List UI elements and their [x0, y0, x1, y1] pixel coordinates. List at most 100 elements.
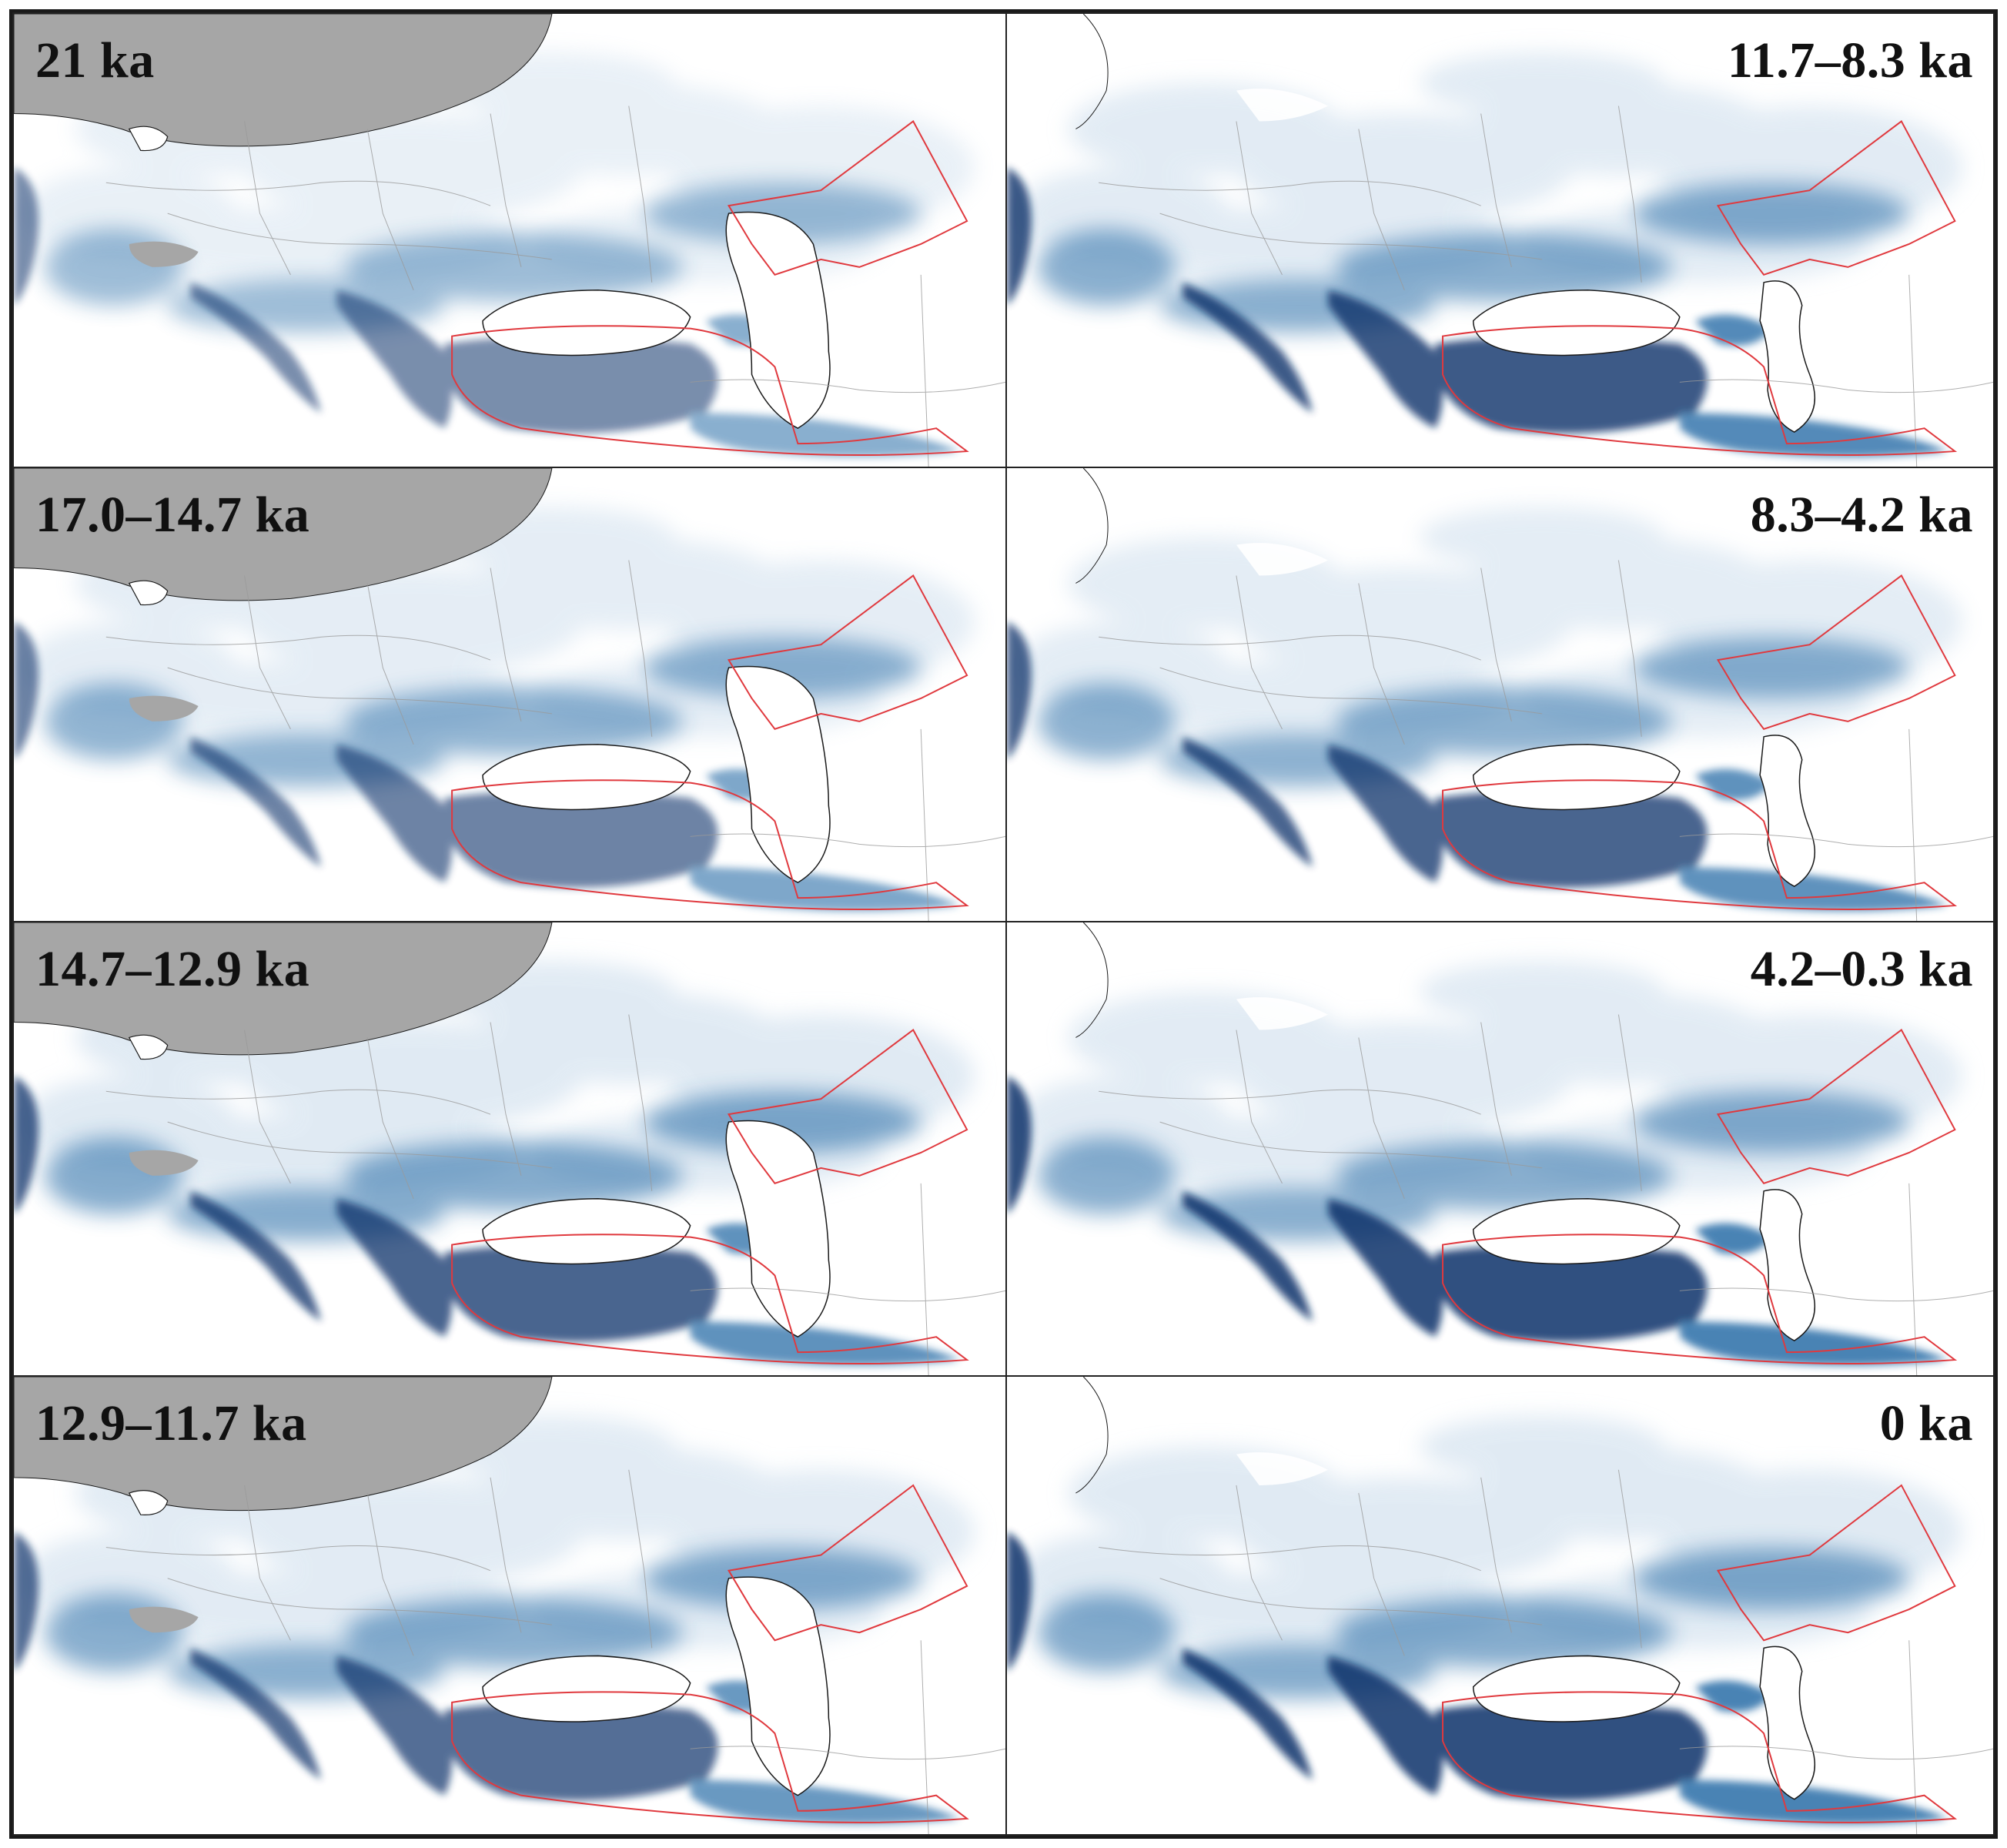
scandinavia-coast — [1075, 922, 1109, 1038]
suitability-patch — [1634, 182, 1909, 244]
eastern-mediterranean — [1435, 1810, 1680, 1834]
ice-sheet — [14, 922, 553, 1056]
panel-time-label: 17.0–14.7 ka — [35, 487, 310, 543]
border-line — [1099, 634, 1481, 661]
map-canvas — [14, 14, 1005, 467]
high-suitability-layer — [1007, 1076, 1948, 1366]
black-sea — [1472, 744, 1681, 811]
border-line — [105, 634, 491, 661]
suitability-patch — [1420, 960, 1664, 1023]
caspian-sea — [725, 665, 831, 884]
border-line — [366, 583, 414, 745]
border-line — [690, 1746, 1005, 1760]
mediterranean-sea — [14, 320, 248, 467]
panel-time-label: 12.9–11.7 ka — [35, 1395, 307, 1451]
border-line — [366, 129, 414, 290]
anatolia-suitability — [1435, 1702, 1708, 1801]
high-suitability-layer — [1007, 167, 1948, 457]
suitability-patch — [344, 1597, 683, 1668]
border-line — [628, 560, 653, 737]
italy-suitability — [1182, 282, 1313, 413]
balkans-suitability — [1328, 1198, 1443, 1337]
country-borders — [105, 105, 1005, 467]
border-line — [1099, 1089, 1481, 1115]
suitability-patch — [1336, 1141, 1672, 1210]
black-sea — [1472, 290, 1681, 357]
border-line — [167, 1578, 552, 1625]
eastern-range-polygon — [1716, 120, 1956, 276]
eastern-range-polygon — [727, 120, 968, 276]
iberia-coast-suitability — [1007, 621, 1032, 760]
mediterranean-sea — [14, 1229, 248, 1375]
range-outline — [1442, 574, 1958, 911]
anatolia-suitability — [444, 1244, 718, 1342]
border-line — [366, 1037, 414, 1199]
map-panel-0ka: 0 ka — [1005, 1375, 1995, 1836]
italy-suitability — [190, 1648, 322, 1780]
border-line — [366, 1492, 414, 1656]
balkans-suitability — [336, 1656, 453, 1796]
border-line — [105, 180, 491, 206]
caspian-sea — [1759, 1645, 1815, 1800]
panel-time-label: 11.7–8.3 ka — [1727, 32, 1973, 89]
border-line — [1159, 1578, 1543, 1625]
border-line — [1236, 121, 1283, 276]
map-canvas — [14, 1377, 1005, 1834]
anatolia-suitability — [1435, 790, 1708, 888]
suitability-patch — [1037, 683, 1176, 760]
caucasus-suitability — [1694, 768, 1772, 801]
scandinavia-coast — [1075, 1377, 1109, 1494]
caspian-sea — [725, 1120, 831, 1338]
eastern-range-polygon — [727, 1484, 968, 1642]
map-panel-11.7-8.3ka: 11.7–8.3 ka — [1005, 12, 1995, 468]
border-line — [1908, 1183, 1918, 1375]
ice-sheet — [14, 14, 553, 147]
border-line — [628, 105, 653, 283]
mediterranean-sea — [1007, 320, 1240, 467]
mediterranean-sea — [1007, 775, 1240, 921]
scandinavia-coast — [1075, 14, 1109, 129]
suitability-patch — [1634, 1091, 1909, 1153]
proglacial-lake — [128, 1034, 169, 1060]
proglacial-lake — [128, 580, 169, 606]
proglacial-lake — [128, 126, 169, 152]
range-outline — [1442, 120, 1958, 457]
suitability-patch — [344, 233, 683, 302]
southern-range-polygon — [451, 325, 969, 457]
eastern-range-polygon — [727, 1029, 968, 1185]
border-line — [1908, 1640, 1918, 1834]
alpine-ice-cap — [129, 241, 199, 267]
country-borders — [105, 1014, 1005, 1375]
suitability-patch — [44, 229, 183, 306]
map-canvas — [1007, 1377, 1993, 1834]
border-line — [490, 113, 522, 268]
black-sea — [482, 744, 691, 811]
map-panel-17.0-14.7ka: 17.0–14.7 ka — [12, 467, 1007, 922]
border-line — [920, 728, 929, 921]
southern-range-polygon — [451, 1691, 969, 1823]
black-sea — [1472, 1198, 1681, 1265]
southern-range-polygon — [451, 779, 969, 911]
country-borders — [1099, 105, 1993, 467]
border-line — [490, 567, 522, 722]
ice-sheet — [14, 1377, 553, 1512]
border-line — [105, 1089, 491, 1115]
border-line — [690, 1287, 1005, 1302]
panel-time-label: 0 ka — [1879, 1395, 1973, 1451]
high-suitability-layer — [1007, 621, 1948, 912]
caucasus-suitability — [1694, 1680, 1772, 1712]
country-borders — [1099, 1469, 1993, 1834]
black-sea — [1472, 1655, 1681, 1722]
map-canvas — [1007, 14, 1993, 467]
range-outline — [1442, 1484, 1958, 1823]
levant-zagros-suitability — [690, 867, 960, 912]
border-line — [1480, 1477, 1512, 1633]
anatolia-suitability — [1435, 1244, 1708, 1342]
suitability-patch — [644, 1547, 922, 1610]
balkans-suitability — [336, 744, 453, 883]
border-line — [167, 1121, 552, 1169]
border-line — [1099, 180, 1481, 206]
high-suitability-layer — [14, 621, 960, 912]
border-line — [1159, 667, 1543, 715]
levant-zagros-suitability — [690, 413, 960, 457]
